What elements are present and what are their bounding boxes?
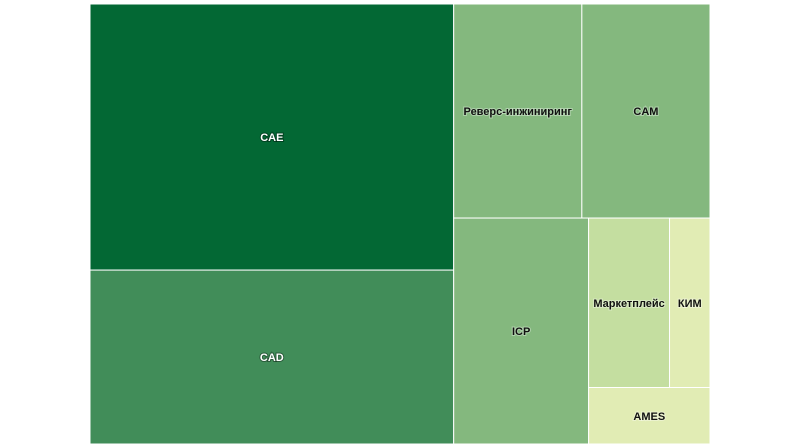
- tile-7-label: AMES: [633, 411, 665, 423]
- tile-1-rect: [89, 269, 455, 445]
- tile-4-label: ICP: [512, 326, 530, 338]
- tile-5-label: Маркетплейс: [593, 298, 664, 310]
- tile-2-label: Реверс-инжиниринг: [464, 106, 573, 118]
- tile-5-rect: [588, 217, 671, 389]
- tile-0-label: CAE: [260, 132, 283, 144]
- tile-4-rect: [453, 217, 590, 445]
- tile-6-label: КИМ: [678, 298, 702, 310]
- tile-0-rect: [89, 3, 455, 271]
- tile-1-label: CAD: [260, 352, 284, 364]
- tile-3-label: CAM: [633, 106, 658, 118]
- tile-2-rect: [453, 3, 583, 219]
- tile-7-rect: [588, 387, 711, 445]
- tile-3-rect: [581, 3, 711, 219]
